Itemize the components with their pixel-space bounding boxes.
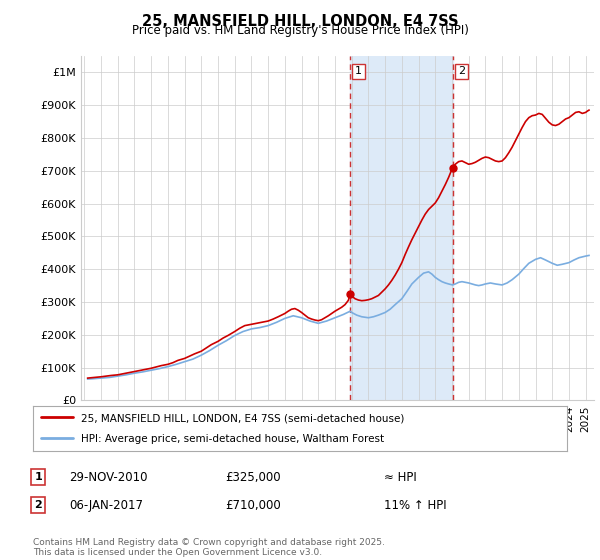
Text: 25, MANSFIELD HILL, LONDON, E4 7SS: 25, MANSFIELD HILL, LONDON, E4 7SS [142,14,458,29]
Text: 1: 1 [355,66,362,76]
Text: £325,000: £325,000 [225,470,281,484]
Text: £710,000: £710,000 [225,498,281,512]
Text: 2: 2 [458,66,465,76]
Text: 29-NOV-2010: 29-NOV-2010 [69,470,148,484]
Text: ≈ HPI: ≈ HPI [384,470,417,484]
Text: 25, MANSFIELD HILL, LONDON, E4 7SS (semi-detached house): 25, MANSFIELD HILL, LONDON, E4 7SS (semi… [81,413,404,423]
Text: 06-JAN-2017: 06-JAN-2017 [69,498,143,512]
Bar [350,56,452,400]
Text: 2: 2 [34,500,42,510]
Text: Contains HM Land Registry data © Crown copyright and database right 2025.
This d: Contains HM Land Registry data © Crown c… [33,538,385,557]
Text: 1: 1 [34,472,42,482]
Text: 11% ↑ HPI: 11% ↑ HPI [384,498,446,512]
Text: Price paid vs. HM Land Registry's House Price Index (HPI): Price paid vs. HM Land Registry's House … [131,24,469,37]
Text: HPI: Average price, semi-detached house, Waltham Forest: HPI: Average price, semi-detached house,… [81,434,384,444]
